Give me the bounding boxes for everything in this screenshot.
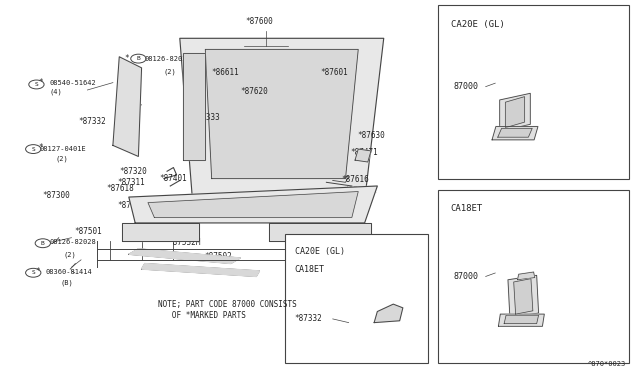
Text: 08360-81414: 08360-81414 [46,269,93,275]
Polygon shape [129,249,241,263]
Text: *87333: *87333 [193,113,220,122]
Text: *87332: *87332 [294,314,323,323]
Text: *87000C: *87000C [300,201,332,210]
Text: 87000: 87000 [454,272,479,281]
Text: *87301: *87301 [117,201,145,210]
Text: *87532M: *87532M [168,238,201,247]
Text: 08127-0401E: 08127-0401E [40,146,86,152]
Text: *: * [38,78,43,87]
Bar [438,5,629,179]
Text: S: S [35,82,38,87]
Text: *: * [124,54,129,63]
Text: *87311: *87311 [117,178,145,187]
Text: *87620: *87620 [241,87,268,96]
Text: *87401: *87401 [159,174,187,183]
Polygon shape [499,314,544,326]
Polygon shape [506,97,525,128]
Text: *87502: *87502 [204,252,232,262]
Polygon shape [500,93,531,131]
Polygon shape [355,149,371,162]
Text: *87618: *87618 [106,185,134,193]
Text: *87471: *87471 [351,148,378,157]
Bar [438,190,629,363]
Polygon shape [504,315,539,324]
Text: *87320: *87320 [119,167,147,176]
Text: (2): (2) [56,155,68,161]
Text: CA20E (GL): CA20E (GL) [294,247,344,256]
Text: B: B [136,56,140,61]
Text: (4): (4) [49,89,62,95]
Bar [285,234,428,363]
Text: CA18ET: CA18ET [451,205,483,214]
Text: 08540-51642: 08540-51642 [49,80,96,86]
Text: S: S [31,147,35,151]
Text: *87300: *87300 [43,191,70,200]
Polygon shape [514,279,533,314]
Text: ^870*0023: ^870*0023 [588,361,626,367]
Text: B: B [41,241,45,246]
Text: *: * [35,267,40,276]
Text: NOTE; PART CODE 87000 CONSISTS
   OF *MARKED PARTS: NOTE; PART CODE 87000 CONSISTS OF *MARKE… [157,301,296,320]
Text: *87501: *87501 [75,227,102,235]
Polygon shape [269,223,371,241]
Text: *87601: *87601 [320,68,348,77]
Text: (B): (B) [61,279,74,286]
Text: *87332: *87332 [78,117,106,126]
Polygon shape [183,53,205,160]
Text: (2): (2) [164,68,177,75]
Text: (2): (2) [64,251,77,257]
Text: 87000: 87000 [454,82,479,91]
Text: *87630: *87630 [357,131,385,140]
Text: S: S [31,270,35,275]
Text: *87600: *87600 [246,17,273,26]
Polygon shape [122,223,199,241]
Text: CA20E (GL): CA20E (GL) [451,20,504,29]
Text: *86611: *86611 [212,68,239,77]
Polygon shape [508,275,539,317]
Polygon shape [374,304,403,323]
Polygon shape [141,263,259,276]
Polygon shape [113,57,141,157]
Text: CA18ET: CA18ET [294,265,324,275]
Polygon shape [518,272,535,280]
Polygon shape [148,192,358,217]
Polygon shape [492,126,538,140]
Text: *87000A: *87000A [344,186,376,195]
Text: *: * [38,144,43,153]
Polygon shape [205,49,358,179]
Polygon shape [180,38,384,201]
Polygon shape [129,186,378,223]
Text: *86510: *86510 [157,229,185,238]
Polygon shape [498,128,532,137]
Text: *87616: *87616 [341,175,369,184]
Text: 08126-82028: 08126-82028 [49,239,96,245]
Text: 08126-82028: 08126-82028 [145,56,191,62]
